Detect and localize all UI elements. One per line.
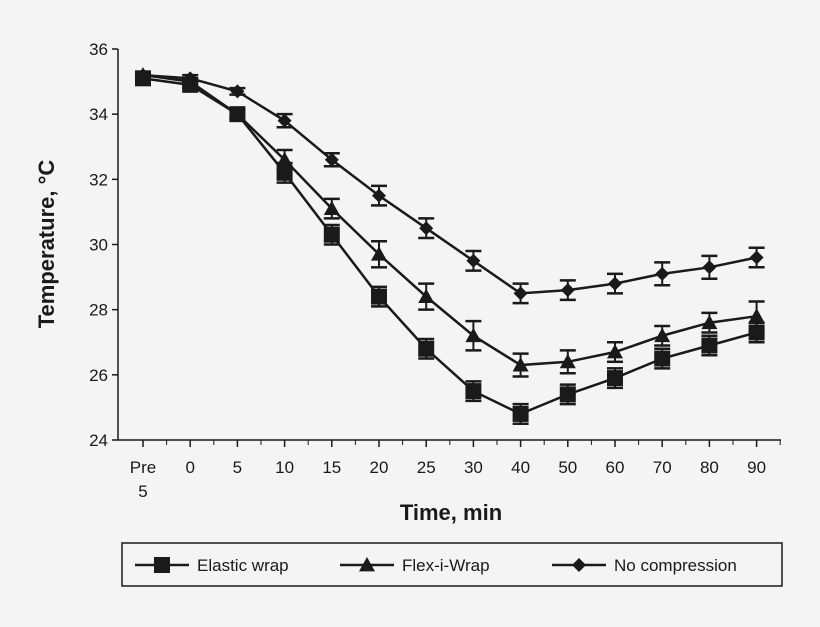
y-axis-label: Temperature, °C bbox=[34, 160, 59, 329]
diamond-marker bbox=[466, 253, 481, 268]
diamond-marker bbox=[702, 260, 717, 275]
square-marker bbox=[371, 288, 387, 305]
square-marker bbox=[465, 383, 482, 400]
diamond-marker bbox=[513, 286, 528, 301]
y-tick-label: 34 bbox=[89, 105, 108, 124]
x-axis-label: Time, min bbox=[400, 500, 502, 525]
legend-label: No compression bbox=[614, 556, 737, 575]
y-tick-label: 30 bbox=[89, 236, 108, 255]
y-tick-label: 26 bbox=[89, 366, 108, 385]
y-tick-label: 24 bbox=[89, 431, 108, 450]
diamond-marker bbox=[655, 266, 670, 281]
legend-item: Flex-i-Wrap bbox=[340, 556, 490, 575]
series-group bbox=[135, 67, 765, 425]
triangle-marker bbox=[512, 357, 529, 372]
square-marker bbox=[748, 324, 765, 341]
x-tick-label: 15 bbox=[322, 458, 341, 477]
square-marker bbox=[154, 557, 170, 573]
triangle-marker bbox=[229, 106, 246, 121]
series-no-compression bbox=[135, 68, 765, 305]
diamond-marker bbox=[608, 276, 622, 291]
x-tick-label: Pre 5 bbox=[130, 458, 156, 501]
x-tick-label: 5 bbox=[233, 458, 242, 477]
x-tick-label: 50 bbox=[558, 458, 577, 477]
x-tick-label: 60 bbox=[606, 458, 625, 477]
square-marker bbox=[654, 350, 671, 367]
x-tick-label: 90 bbox=[747, 458, 766, 477]
legend-label: Flex-i-Wrap bbox=[402, 556, 490, 575]
x-tick-label: 20 bbox=[370, 458, 389, 477]
diamond-marker bbox=[749, 250, 764, 265]
x-tick-label: 10 bbox=[275, 458, 294, 477]
triangle-marker bbox=[654, 327, 671, 343]
legend-label: Elastic wrap bbox=[197, 556, 289, 575]
square-marker bbox=[418, 340, 435, 357]
y-tick-label: 32 bbox=[89, 170, 108, 189]
triangle-marker bbox=[323, 200, 340, 216]
axes bbox=[112, 48, 781, 447]
series-line bbox=[142, 73, 757, 367]
y-tick-label: 36 bbox=[89, 40, 108, 59]
x-tick-label: 80 bbox=[700, 458, 719, 477]
square-marker bbox=[559, 386, 576, 403]
triangle-marker bbox=[371, 246, 387, 261]
square-marker bbox=[323, 226, 340, 243]
x-tick-label: 70 bbox=[653, 458, 672, 477]
x-tick-label: 30 bbox=[464, 458, 483, 477]
diamond-marker bbox=[230, 84, 245, 99]
diamond-marker bbox=[372, 188, 386, 203]
triangle-marker bbox=[359, 557, 375, 572]
square-marker bbox=[607, 370, 623, 387]
triangle-marker bbox=[748, 308, 765, 323]
legend-item: No compression bbox=[552, 556, 737, 575]
x-tick-label: 25 bbox=[417, 458, 436, 477]
triangle-marker bbox=[607, 344, 623, 359]
legend-item: Elastic wrap bbox=[135, 556, 289, 575]
y-tick-label: 28 bbox=[89, 301, 108, 320]
x-tick-labels: Pre 5 0 5 10 15 20 25 30 40 50 60 70 80 90 bbox=[130, 458, 766, 501]
square-marker bbox=[512, 405, 529, 422]
diamond-marker bbox=[277, 113, 292, 128]
diamond-marker bbox=[419, 221, 434, 236]
diamond-marker bbox=[572, 558, 586, 572]
legend-box bbox=[121, 542, 783, 587]
y-tick-labels: 24 26 28 30 32 34 36 bbox=[89, 40, 108, 450]
triangle-marker bbox=[559, 353, 576, 369]
diamond-marker bbox=[324, 152, 339, 167]
x-tick-label: 40 bbox=[511, 458, 530, 477]
triangle-marker bbox=[276, 151, 293, 167]
series-line bbox=[142, 73, 757, 295]
series-elastic-wrap bbox=[135, 70, 765, 425]
diamond-marker bbox=[560, 283, 575, 298]
series-flex-i-wrap bbox=[135, 67, 765, 378]
triangle-marker bbox=[701, 314, 718, 330]
x-tick-label: 0 bbox=[185, 458, 194, 477]
triangle-marker bbox=[418, 288, 435, 304]
square-marker bbox=[701, 337, 718, 354]
legend: Elastic wrap Flex-i-Wrap No compression bbox=[121, 542, 783, 587]
diamond-marker bbox=[183, 71, 198, 86]
diamond-marker bbox=[136, 68, 150, 83]
triangle-marker bbox=[465, 327, 482, 343]
